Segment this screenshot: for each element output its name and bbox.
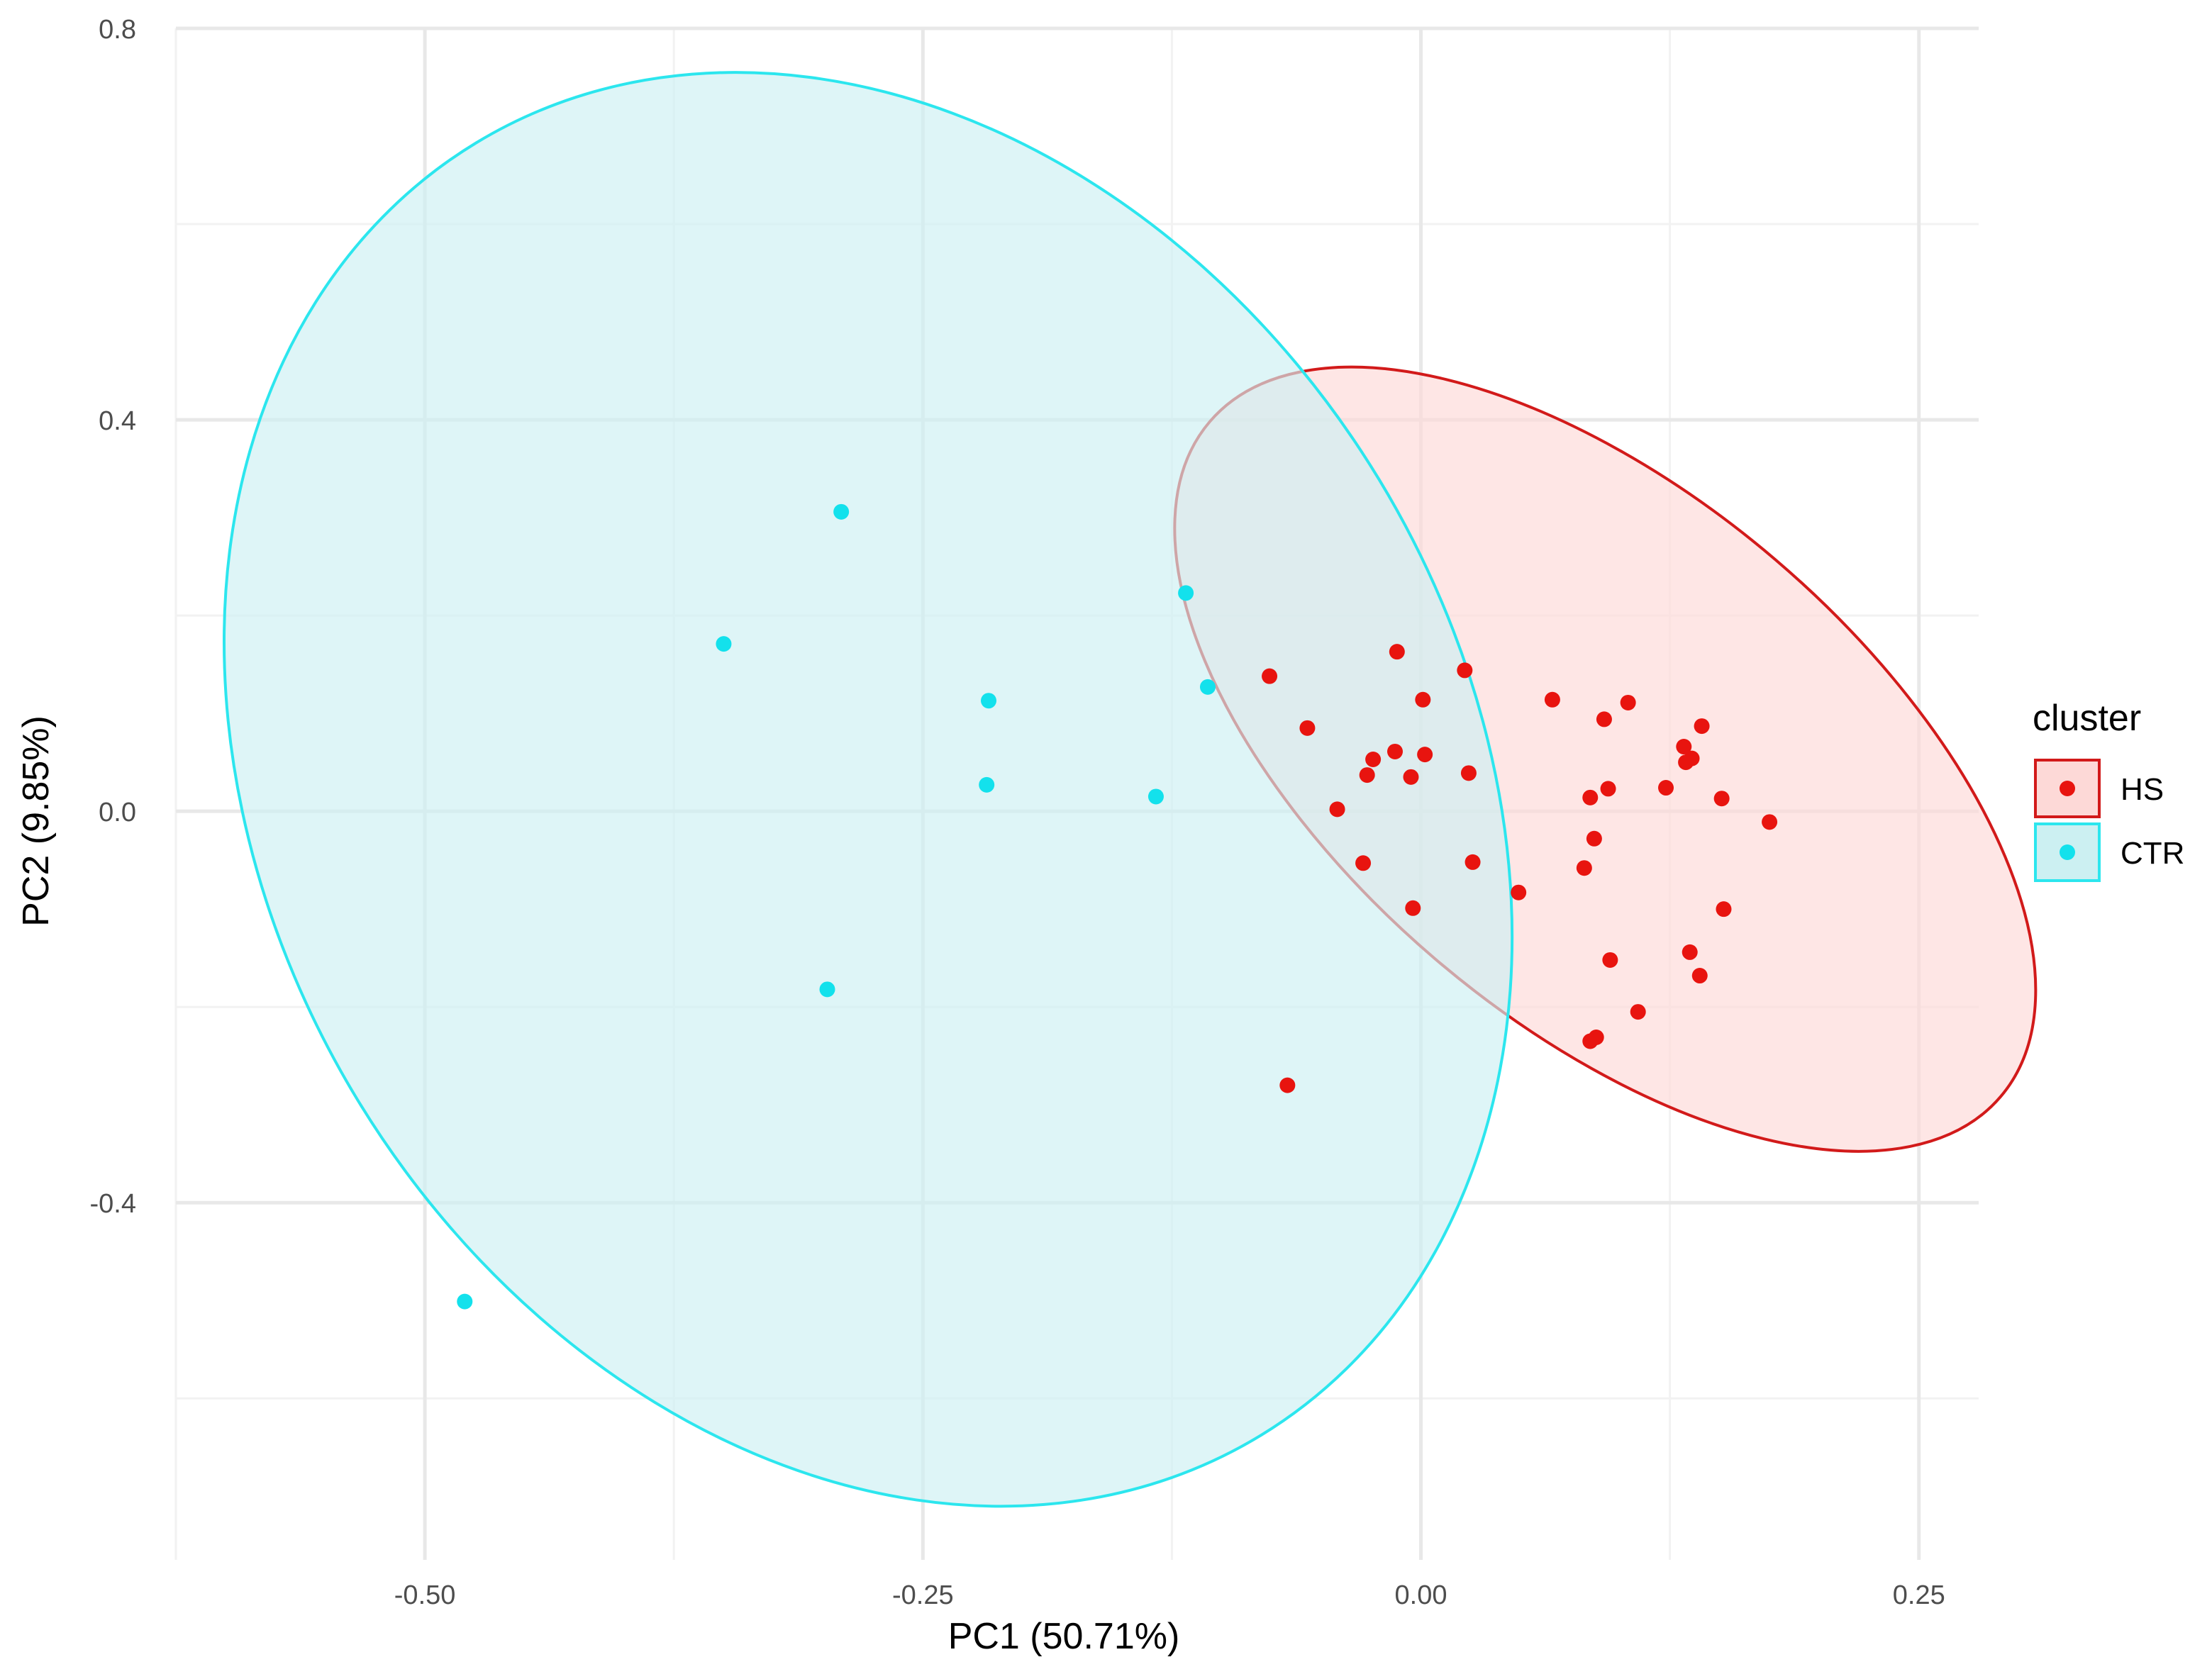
y-axis-ticks: -0.4 0.0 0.4 0.8 (90, 15, 136, 1219)
y-tick-label: -0.4 (90, 1189, 136, 1219)
point-hs (1678, 754, 1694, 771)
point-hs (1600, 781, 1616, 797)
point-ctr (457, 1293, 473, 1310)
point-ctr (819, 981, 835, 998)
y-tick-label: 0.8 (99, 15, 136, 45)
x-tick-label: 0.25 (1893, 1580, 1945, 1610)
point-hs (1279, 1077, 1296, 1093)
point-hs (1602, 952, 1618, 968)
y-tick-label: 0.0 (99, 798, 136, 827)
point-hs (1359, 767, 1375, 783)
x-axis-ticks: -0.50 -0.25 0.00 0.25 (394, 1580, 1945, 1610)
point-hs (1658, 780, 1674, 796)
point-hs (1582, 789, 1599, 805)
point-hs (1460, 765, 1477, 781)
point-hs (1417, 747, 1433, 763)
x-tick-label: -0.25 (892, 1580, 954, 1610)
ellipse-ctr (223, 71, 1514, 1508)
y-tick-label: 0.4 (99, 406, 136, 436)
point-hs (1694, 718, 1710, 735)
point-hs (1262, 668, 1278, 684)
point-hs (1586, 830, 1602, 847)
point-ctr (1199, 679, 1216, 695)
point-hs (1596, 711, 1612, 727)
point-ctr (981, 693, 997, 709)
point-hs (1620, 694, 1636, 710)
point-ctr (1147, 788, 1164, 805)
x-axis-title: PC1 (50.71%) (948, 1616, 1180, 1657)
point-hs (1713, 791, 1730, 807)
point-hs (1387, 743, 1404, 759)
point-ctr (979, 776, 995, 793)
point-hs (1544, 691, 1560, 708)
point-ctr (1178, 585, 1194, 601)
legend-dot-ctr (2060, 844, 2075, 860)
legend-label-ctr: CTR (2121, 836, 2184, 871)
legend: cluster HS CTR (2033, 698, 2184, 882)
point-hs (1299, 720, 1316, 736)
legend-title: cluster (2033, 698, 2141, 739)
point-hs (1405, 900, 1421, 916)
legend-label-hs: HS (2121, 772, 2164, 807)
point-hs (1365, 752, 1382, 768)
point-hs (1576, 860, 1592, 876)
point-hs (1403, 769, 1419, 785)
point-hs (1329, 801, 1345, 818)
point-hs (1415, 691, 1431, 708)
point-hs (1465, 854, 1481, 870)
point-hs (1389, 644, 1405, 660)
point-ctr (716, 636, 732, 652)
point-hs (1457, 662, 1473, 679)
y-axis-title: PC2 (9.85%) (16, 715, 57, 927)
point-hs (1582, 1033, 1599, 1049)
point-hs (1682, 944, 1698, 960)
point-hs (1676, 739, 1692, 755)
point-hs (1511, 884, 1527, 900)
legend-items: HS CTR (2034, 759, 2184, 882)
legend-dot-hs (2060, 781, 2075, 796)
point-hs (1762, 814, 1778, 830)
x-tick-label: -0.50 (394, 1580, 456, 1610)
point-hs (1355, 855, 1372, 871)
data-points (457, 503, 1778, 1310)
point-hs (1630, 1004, 1646, 1020)
x-tick-label: 0.00 (1395, 1580, 1447, 1610)
point-hs (1691, 968, 1708, 984)
point-hs (1716, 901, 1732, 917)
point-ctr (833, 503, 850, 520)
